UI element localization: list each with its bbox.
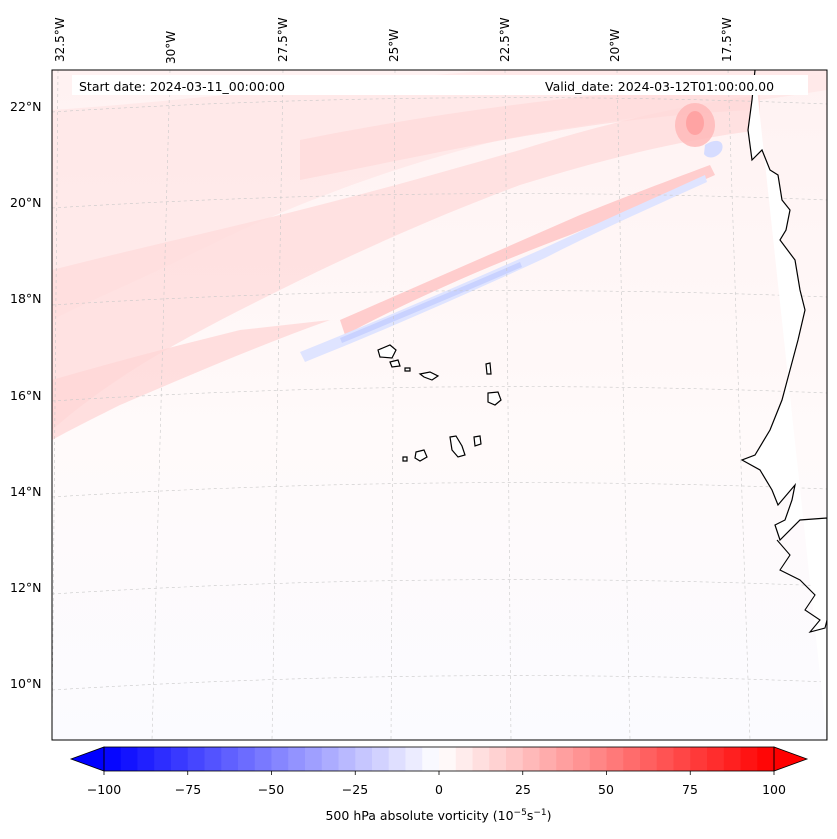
colorbar-tick-label: 0 <box>435 782 443 797</box>
island-santiago <box>449 435 466 458</box>
colorbar-tick-label: −75 <box>174 782 202 797</box>
colorbar-tick-label: −100 <box>86 782 122 797</box>
colorbar-label-mid: s <box>526 808 534 824</box>
colorbar-tick-label: −25 <box>341 782 369 797</box>
header-box <box>72 75 808 95</box>
map-frame <box>51 69 828 741</box>
colorbar-label-exp2: −1 <box>533 808 547 818</box>
africa-coast-detail <box>776 539 827 633</box>
island-brava <box>402 456 408 462</box>
vorticity-hotspot <box>686 111 704 135</box>
island-maio <box>473 435 482 447</box>
colorbar-tick-label: −50 <box>257 782 285 797</box>
island-fogo <box>414 449 428 462</box>
island-sao-nicolau <box>418 371 440 381</box>
start-date-label: Start date: 2024-03-11_00:00:00 <box>79 79 285 94</box>
gridlines <box>52 70 827 740</box>
colorbar-label-exp1: −5 <box>513 808 527 818</box>
vorticity-band-positive <box>300 89 750 180</box>
island-sal <box>485 362 492 375</box>
vorticity-streak-negative <box>340 262 522 343</box>
island-sao-vicente <box>389 359 401 368</box>
colorbar-tick-label: 50 <box>598 782 614 797</box>
cape-verde-islands <box>377 344 502 462</box>
island-santa-luzia <box>404 367 411 372</box>
vorticity-streak-positive <box>340 165 715 335</box>
lat-label: 12°N <box>10 580 42 595</box>
lat-label: 18°N <box>10 291 42 306</box>
lat-label: 10°N <box>10 676 42 691</box>
colorbar-tick-label: 100 <box>762 782 786 797</box>
lat-label: 20°N <box>10 195 42 210</box>
vorticity-band-positive <box>52 320 330 440</box>
lat-label: 22°N <box>10 99 42 114</box>
colorbar-tick-label: 25 <box>515 782 531 797</box>
valid-date-label: Valid_date: 2024-03-12T01:00:00.00 <box>545 79 775 94</box>
island-boa-vista <box>487 391 502 406</box>
colorbar-label-end: ) <box>546 808 552 824</box>
lat-label: 16°N <box>10 388 42 403</box>
lat-label: 14°N <box>10 484 42 499</box>
vorticity-band-positive <box>52 70 827 320</box>
colorbar-label: 500 hPa absolute vorticity (10−5s−1) <box>0 808 837 823</box>
colorbar-label-text: 500 hPa absolute vorticity (10 <box>325 808 514 824</box>
island-santo-antao <box>377 344 397 359</box>
vorticity-spot-negative <box>704 140 723 158</box>
colorbar-tick-label: 75 <box>682 782 698 797</box>
africa-coastline <box>740 70 827 740</box>
